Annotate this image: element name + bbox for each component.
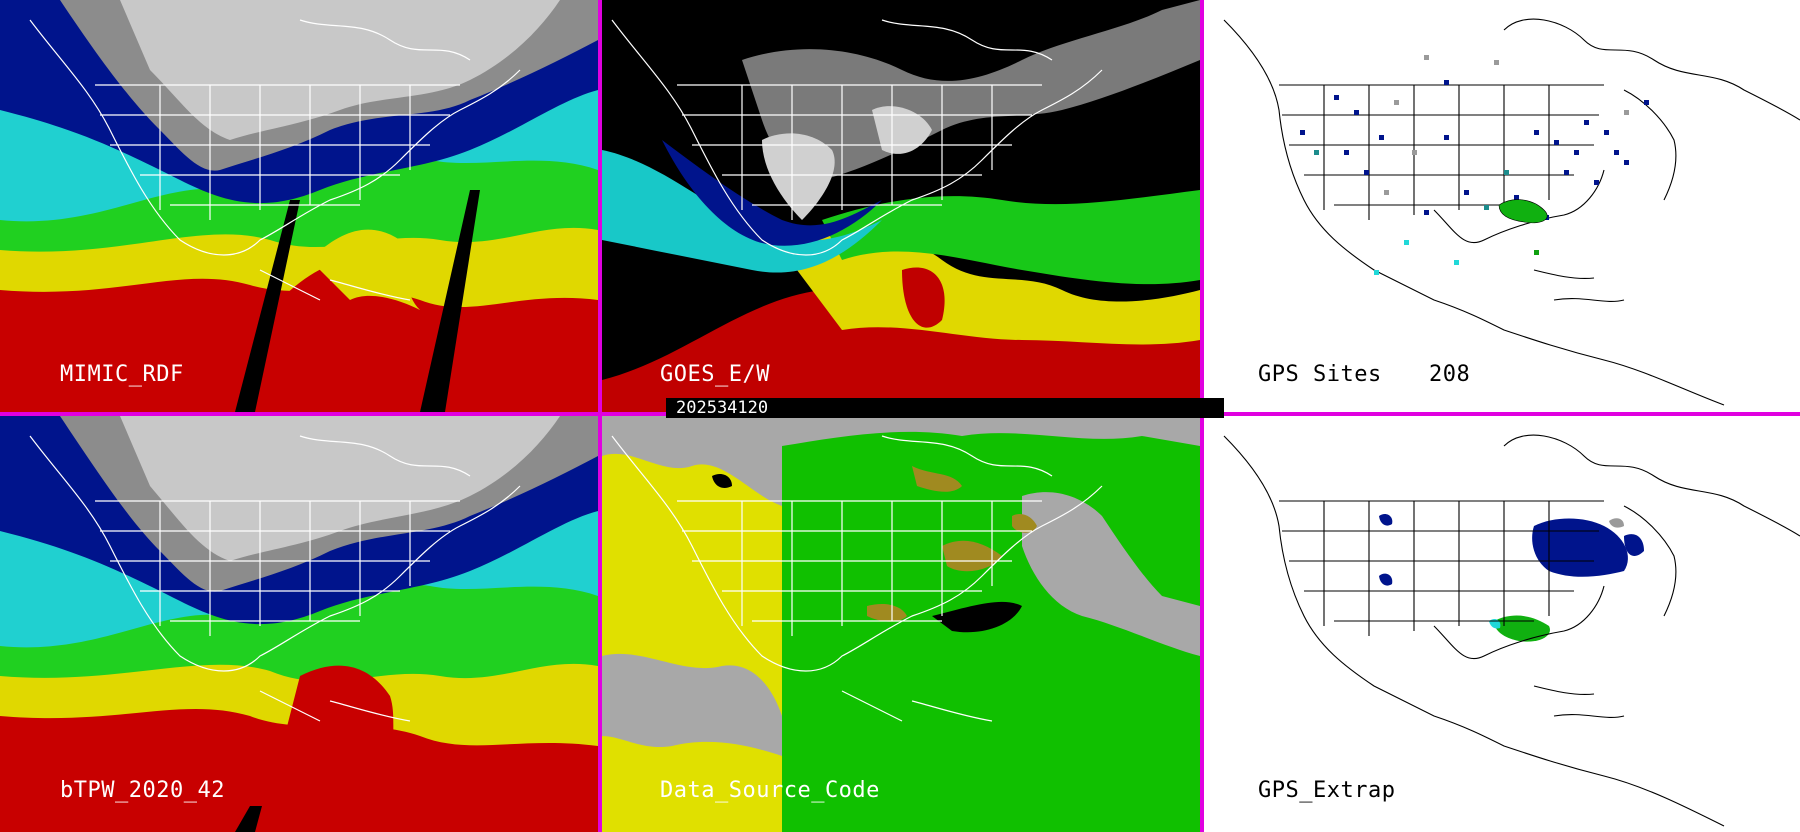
extrap-northeast-blob	[1532, 518, 1628, 577]
divider-vertical-left	[598, 0, 602, 832]
gps-sites-green-cluster	[1498, 199, 1548, 224]
gps-sites-count: 208	[1429, 362, 1471, 387]
panel-label-mimic: MIMIC_RDF	[60, 362, 184, 387]
gps-extrap-map	[1204, 416, 1800, 832]
panel-goes-ew: GOES_E/W	[602, 0, 1200, 412]
gps-sites-map	[1204, 0, 1800, 412]
panel-label-data-source: Data_Source_Code	[660, 778, 880, 803]
goes-tpw-map	[602, 0, 1200, 412]
panel-label-gps-extrap: GPS_Extrap	[1258, 778, 1396, 803]
panel-data-source-code: Data_Source_Code	[602, 416, 1200, 832]
panel-label-goes: GOES_E/W	[660, 362, 770, 387]
panel-gps-sites: GPS Sites 208	[1204, 0, 1800, 412]
panel-mimic-rdf: MIMIC_RDF	[0, 0, 598, 412]
extrap-gulf-blob	[1494, 615, 1550, 642]
panel-gps-extrap: GPS_Extrap	[1204, 416, 1800, 832]
gps-site-markers	[1300, 55, 1649, 275]
data-source-map	[602, 416, 1200, 832]
mimic-tpw-map	[0, 0, 598, 412]
panel-label-btpw: bTPW_2020_42	[60, 778, 225, 803]
panel-btpw: bTPW_2020_42	[0, 416, 598, 832]
timestamp-bar: 202534120	[666, 398, 1224, 418]
btpw-tpw-map	[0, 416, 598, 832]
panel-label-gps-sites: GPS Sites	[1258, 362, 1382, 387]
